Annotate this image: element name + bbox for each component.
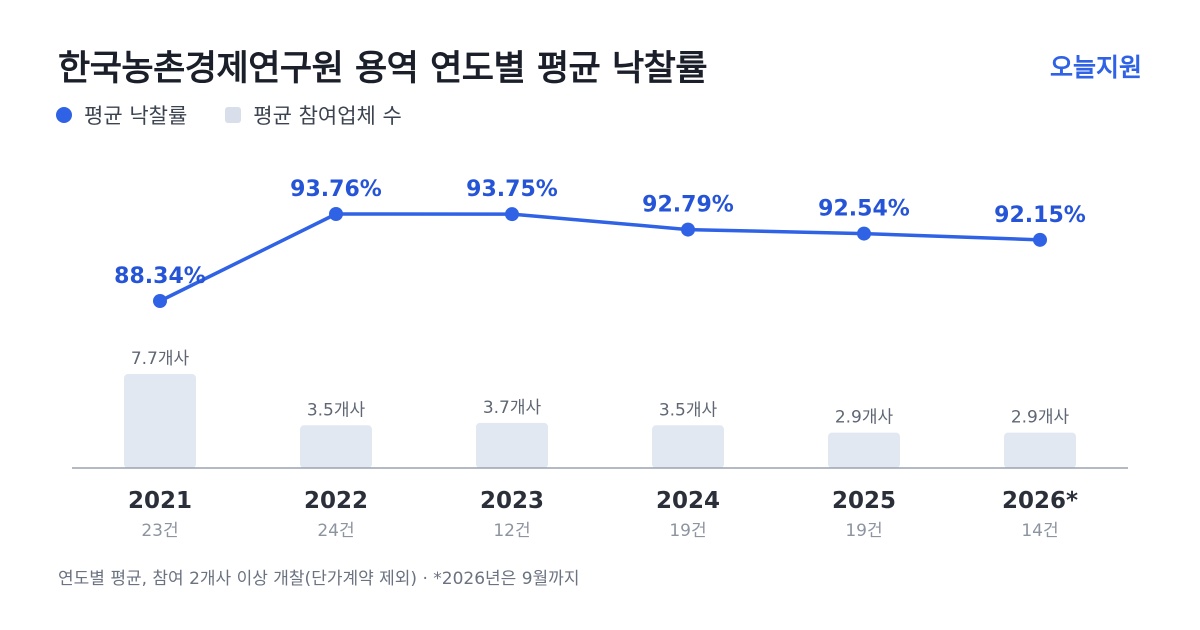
legend-square-icon <box>225 107 242 123</box>
bar-2023 <box>476 422 548 468</box>
rate-point <box>857 226 871 241</box>
rate-point <box>153 294 167 308</box>
bar-2021 <box>124 374 196 468</box>
legend-label-bidders: 평균 참여업체 수 <box>253 104 402 128</box>
rate-point <box>1033 232 1047 247</box>
rate-data-label: 92.54% <box>818 197 910 222</box>
rate-data-label: 92.79% <box>642 193 734 218</box>
bar-label: 2.9개사 <box>835 408 894 428</box>
legend-item-rate: 평균 낙찰률 <box>56 100 187 130</box>
x-tick-count: 19건 <box>669 521 706 541</box>
x-tick-count: 24건 <box>317 521 354 541</box>
bar-2024 <box>652 425 724 468</box>
chart-legend: 평균 낙찰률 평균 참여업체 수 <box>56 100 440 130</box>
x-tick-label: 2025 <box>832 488 896 514</box>
rate-data-label: 93.75% <box>466 177 558 202</box>
brand-logo-text[interactable]: 오늘지원 <box>1049 53 1142 82</box>
x-tick-label: 2024 <box>656 488 720 514</box>
rate-point <box>505 207 519 222</box>
x-tick-count: 19건 <box>845 521 882 541</box>
chart-footnote: 연도별 평균, 참여 2개사 이상 개찰(단가계약 제외) · *2026년은 … <box>58 569 580 589</box>
rate-line <box>158 212 1042 303</box>
bar-label: 7.7개사 <box>131 349 190 369</box>
bar-2026 <box>1004 432 1076 468</box>
x-tick-count: 14건 <box>1021 521 1058 541</box>
x-tick-label: 2021 <box>128 488 192 514</box>
x-tick-label: 2023 <box>480 488 544 514</box>
legend-label-rate: 평균 낙찰률 <box>84 104 188 128</box>
rate-data-label: 92.15% <box>994 203 1086 228</box>
bar-2025 <box>828 432 900 468</box>
bar-label: 3.5개사 <box>659 400 718 420</box>
bar-label: 3.7개사 <box>483 398 542 418</box>
x-tick-count: 23건 <box>141 521 178 541</box>
chart-title: 한국농촌경제연구원 용역 연도별 평균 낙찰률 <box>58 49 708 89</box>
rate-point <box>329 207 343 221</box>
bar-label: 3.5개사 <box>307 400 366 420</box>
legend-dot-icon <box>56 107 72 123</box>
x-tick-label: 2022 <box>304 488 368 514</box>
rate-data-label: 93.76% <box>290 177 382 202</box>
x-tick-label: 2026* <box>1002 488 1078 514</box>
x-tick-count: 12건 <box>493 521 530 541</box>
rate-data-label: 88.34% <box>114 264 206 289</box>
bar-2022 <box>300 425 372 468</box>
rate-point <box>681 222 695 237</box>
legend-item-bidders: 평균 참여업체 수 <box>225 100 402 130</box>
bar-label: 2.9개사 <box>1011 408 1070 428</box>
